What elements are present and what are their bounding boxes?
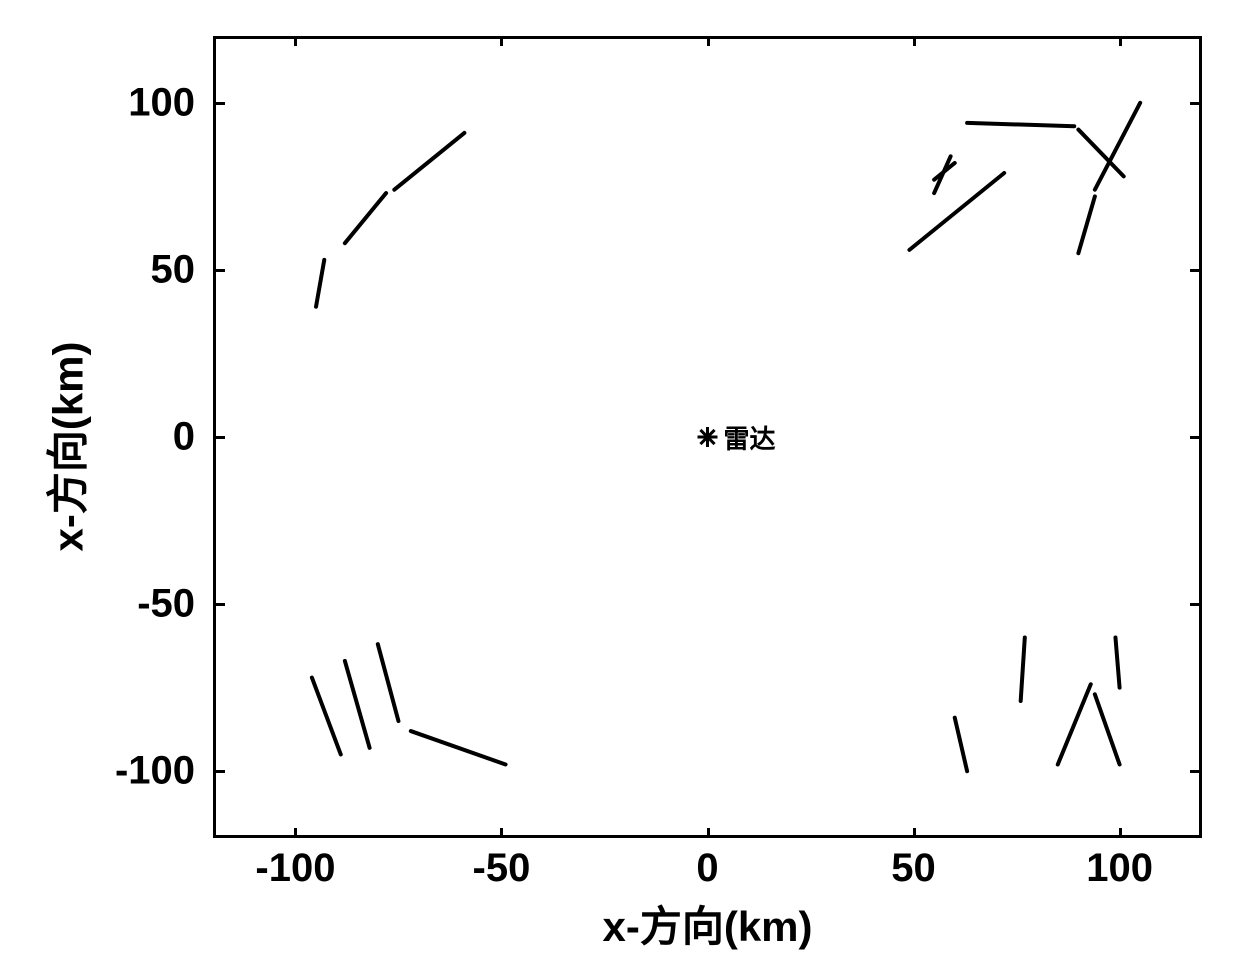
track-segment xyxy=(909,173,1004,250)
track-segment xyxy=(394,133,464,190)
track-segment xyxy=(378,644,399,721)
track-segment xyxy=(1095,103,1140,190)
track-segment xyxy=(1095,694,1120,764)
radar-label: 雷达 xyxy=(724,419,776,456)
track-segment xyxy=(1078,130,1123,177)
track-segment xyxy=(1115,638,1119,688)
track-segment xyxy=(316,260,324,307)
chart-container: -100-50050100-100-50050100x-方向(km)x-方向(k… xyxy=(0,0,1240,959)
track-segment xyxy=(1058,684,1091,764)
track-segment xyxy=(967,123,1074,126)
track-segment xyxy=(345,193,386,243)
radar-marker xyxy=(698,427,718,447)
track-segment xyxy=(1021,638,1025,701)
track-segment xyxy=(1078,196,1094,253)
track-segment xyxy=(411,731,506,764)
track-segment xyxy=(345,661,370,748)
track-segment xyxy=(955,718,967,771)
plot-svg xyxy=(0,0,1240,959)
track-segment xyxy=(312,678,341,755)
